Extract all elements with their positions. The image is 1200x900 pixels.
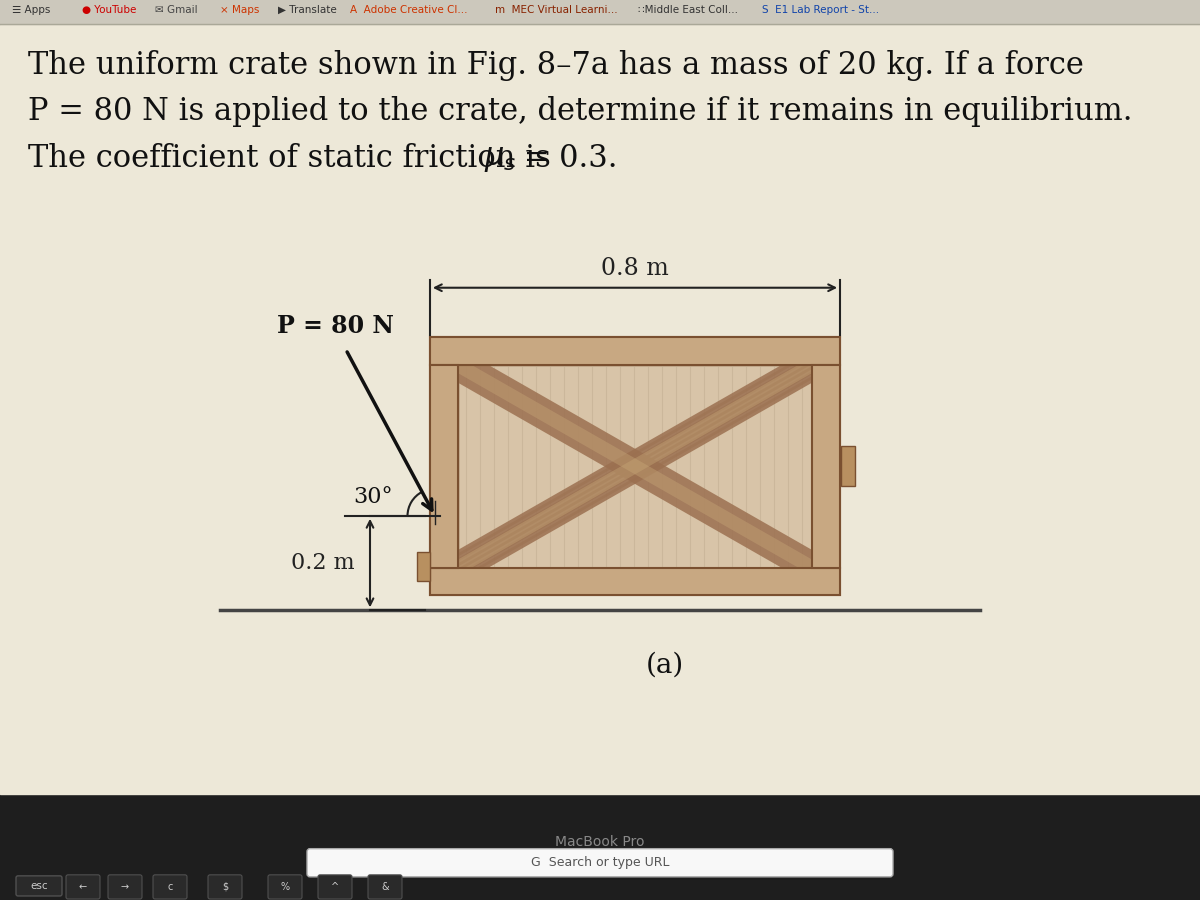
FancyBboxPatch shape [368, 875, 402, 899]
FancyBboxPatch shape [208, 875, 242, 899]
Bar [430, 338, 840, 595]
Text: &: & [382, 882, 389, 892]
Text: The coefficient of static friction is: The coefficient of static friction is [28, 143, 560, 174]
Bar [0, 0, 1200, 23]
Bar [430, 338, 840, 365]
Text: ✉ Gmail: ✉ Gmail [155, 4, 198, 15]
Text: →: → [121, 882, 130, 892]
Text: $: $ [222, 882, 228, 892]
Text: 30°: 30° [353, 486, 392, 508]
Bar [812, 365, 840, 568]
Text: ▶ Translate: ▶ Translate [278, 4, 337, 15]
Text: S  E1 Lab Report - St...: S E1 Lab Report - St... [762, 4, 880, 15]
Text: ⨯ Maps: ⨯ Maps [220, 4, 259, 15]
Text: P = 80 N is applied to the crate, determine if it remains in equilibrium.: P = 80 N is applied to the crate, determ… [28, 96, 1133, 127]
Bar [430, 568, 840, 595]
Text: c: c [167, 882, 173, 892]
Text: G  Search or type URL: G Search or type URL [530, 856, 670, 869]
Text: P = 80 N: P = 80 N [277, 313, 395, 338]
Text: ☰ Apps: ☰ Apps [12, 4, 50, 15]
Text: ∷Middle East Coll...: ∷Middle East Coll... [638, 4, 738, 15]
Text: 0.2 m: 0.2 m [292, 552, 355, 574]
Bar [458, 365, 812, 568]
Text: ^: ^ [331, 882, 340, 892]
Text: esc: esc [30, 881, 48, 891]
Text: $\mu_s$: $\mu_s$ [484, 143, 516, 174]
Bar [418, 552, 430, 581]
Text: MacBook Pro: MacBook Pro [556, 834, 644, 849]
Text: A  Adobe Creative Cl...: A Adobe Creative Cl... [350, 4, 468, 15]
Bar [841, 446, 854, 486]
FancyBboxPatch shape [16, 876, 62, 896]
Bar [430, 365, 458, 568]
FancyBboxPatch shape [318, 875, 352, 899]
FancyBboxPatch shape [66, 875, 100, 899]
Text: = 0.3.: = 0.3. [514, 143, 618, 174]
Text: ● YouTube: ● YouTube [82, 4, 137, 15]
Text: ←: ← [79, 882, 88, 892]
FancyBboxPatch shape [307, 849, 893, 877]
Text: m  MEC Virtual Learni...: m MEC Virtual Learni... [496, 4, 618, 15]
Text: %: % [281, 882, 289, 892]
FancyBboxPatch shape [108, 875, 142, 899]
Text: (a): (a) [646, 652, 684, 679]
FancyBboxPatch shape [268, 875, 302, 899]
Text: 0.8 m: 0.8 m [601, 256, 668, 280]
Text: The uniform crate shown in Fig. 8–7a has a mass of 20 kg. If a force: The uniform crate shown in Fig. 8–7a has… [28, 50, 1084, 81]
FancyBboxPatch shape [154, 875, 187, 899]
